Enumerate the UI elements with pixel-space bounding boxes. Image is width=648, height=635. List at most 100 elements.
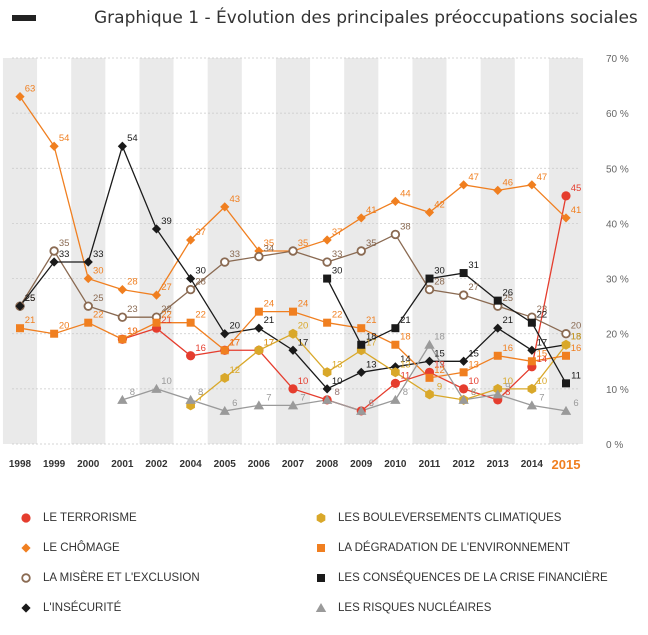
data-label-insecurite: 21 bbox=[264, 315, 275, 326]
data-label-chomage: 42 bbox=[434, 199, 445, 210]
data-label-terrorisme: 8 bbox=[505, 387, 510, 398]
data-point-environnement bbox=[289, 307, 297, 316]
y-tick-label: 70 % bbox=[606, 54, 629, 65]
legend-label: LES BOULEVERSEMENTS CLIMATIQUES bbox=[338, 512, 562, 524]
data-label-climat: 13 bbox=[332, 359, 343, 370]
y-tick-label: 20 % bbox=[606, 330, 629, 341]
grid-band bbox=[2, 58, 38, 444]
data-label-nucleaire: 7 bbox=[300, 392, 305, 403]
data-point-terrorisme bbox=[390, 378, 400, 388]
data-point-terrorisme bbox=[459, 384, 469, 394]
series-line-nucleaire bbox=[122, 343, 567, 412]
legend-item: LES BOULEVERSEMENTS CLIMATIQUES bbox=[313, 508, 561, 528]
data-point-insecurite bbox=[49, 257, 59, 267]
data-point-nucleaire bbox=[492, 389, 503, 399]
data-label-crise: 30 bbox=[332, 266, 343, 277]
data-label-chomage: 46 bbox=[502, 177, 513, 188]
x-tick-label: 2008 bbox=[316, 459, 339, 470]
legend-item: LES RISQUES NUCLÉAIRES bbox=[313, 598, 491, 618]
data-label-insecurite: 17 bbox=[537, 337, 548, 348]
data-point-terrorisme bbox=[288, 384, 298, 394]
data-label-misere: 35 bbox=[59, 238, 70, 249]
legend-marker bbox=[317, 544, 325, 552]
data-point-environnement bbox=[391, 340, 400, 349]
data-point-terrorisme bbox=[186, 351, 196, 361]
data-label-misere: 33 bbox=[229, 249, 240, 260]
data-label-misere: 25 bbox=[93, 293, 104, 304]
data-point-chomage bbox=[390, 196, 400, 206]
data-point-insecurite bbox=[15, 301, 25, 311]
legend-label: LES CONSÉQUENCES DE LA CRISE FINANCIÈRE bbox=[338, 572, 608, 584]
data-point-chomage bbox=[117, 285, 127, 295]
legend-marker bbox=[316, 513, 326, 523]
legend-marker-shape bbox=[316, 513, 326, 523]
data-point-insecurite bbox=[356, 367, 366, 377]
x-tick-label: 2012 bbox=[453, 459, 476, 470]
y-tick-label: 10 % bbox=[606, 385, 629, 396]
data-point-nucleaire bbox=[185, 394, 196, 404]
x-tick-label: 1998 bbox=[9, 459, 32, 470]
x-tick-label: 2011 bbox=[419, 459, 441, 470]
data-point-misere bbox=[220, 257, 230, 267]
data-point-chomage bbox=[561, 213, 571, 223]
data-point-environnement bbox=[16, 324, 24, 333]
y-tick-label: 40 % bbox=[606, 219, 629, 230]
data-label-insecurite: 20 bbox=[229, 321, 240, 332]
x-tick-label: 2015 bbox=[552, 457, 581, 472]
data-label-climat: 7 bbox=[198, 392, 203, 403]
data-point-environnement bbox=[50, 329, 59, 338]
data-point-environnement bbox=[84, 318, 93, 327]
data-label-nucleaire: 7 bbox=[539, 392, 544, 403]
data-label-insecurite: 25 bbox=[25, 293, 36, 304]
data-label-insecurite: 15 bbox=[468, 348, 479, 359]
data-point-climat bbox=[220, 372, 230, 383]
data-label-environnement: 12 bbox=[434, 365, 445, 376]
y-tick-label: 60 % bbox=[606, 109, 629, 120]
data-point-environnement bbox=[152, 318, 161, 327]
data-label-misere: 38 bbox=[400, 221, 411, 232]
data-point-misere bbox=[458, 290, 469, 300]
data-label-insecurite: 54 bbox=[127, 133, 138, 144]
x-tick-label: 2010 bbox=[384, 459, 407, 470]
data-label-terrorisme: 13 bbox=[434, 359, 445, 370]
data-label-nucleaire: 6 bbox=[232, 398, 237, 409]
data-label-terrorisme: 17 bbox=[264, 337, 275, 348]
data-point-climat bbox=[425, 389, 434, 400]
data-label-crise: 22 bbox=[537, 310, 548, 321]
data-label-chomage: 35 bbox=[298, 238, 309, 249]
data-point-crise bbox=[459, 269, 468, 278]
data-label-environnement: 13 bbox=[468, 359, 479, 370]
x-tick-label: 2006 bbox=[248, 459, 271, 470]
data-label-climat: 10 bbox=[502, 376, 513, 387]
data-label-terrorisme: 45 bbox=[571, 183, 582, 194]
data-label-misere: 28 bbox=[434, 277, 445, 288]
data-point-environnement bbox=[493, 351, 502, 360]
data-label-climat: 8 bbox=[471, 387, 476, 398]
data-point-nucleaire bbox=[424, 339, 435, 349]
data-point-nucleaire bbox=[219, 405, 230, 415]
data-point-insecurite bbox=[254, 323, 264, 333]
data-point-insecurite bbox=[322, 384, 332, 394]
data-point-chomage bbox=[186, 235, 196, 245]
legend-marker-shape bbox=[21, 603, 31, 613]
data-point-environnement bbox=[186, 318, 195, 327]
series-line-climat bbox=[190, 332, 567, 406]
data-point-chomage bbox=[356, 213, 366, 223]
data-label-misere: 23 bbox=[127, 304, 138, 315]
chart-title: Graphique 1 - Évolution des principales … bbox=[94, 8, 638, 28]
data-label-climat: 12 bbox=[229, 365, 240, 376]
data-point-nucleaire bbox=[117, 394, 128, 404]
legend-item: LA DÉGRADATION DE L'ENVIRONNEMENT bbox=[313, 538, 570, 558]
x-tick-label: 2007 bbox=[282, 459, 305, 470]
data-label-nucleaire: 8 bbox=[471, 387, 476, 398]
data-point-climat bbox=[527, 383, 537, 394]
data-point-environnement bbox=[323, 318, 332, 327]
x-tick-label: 2009 bbox=[350, 459, 373, 470]
data-label-misere: 33 bbox=[332, 249, 343, 260]
data-label-chomage: 30 bbox=[93, 266, 104, 277]
data-label-terrorisme: 14 bbox=[537, 354, 548, 365]
data-label-insecurite: 30 bbox=[195, 266, 206, 277]
data-point-environnement bbox=[459, 368, 468, 377]
x-tick-label: 1999 bbox=[43, 459, 66, 470]
data-label-environnement: 22 bbox=[195, 310, 206, 321]
